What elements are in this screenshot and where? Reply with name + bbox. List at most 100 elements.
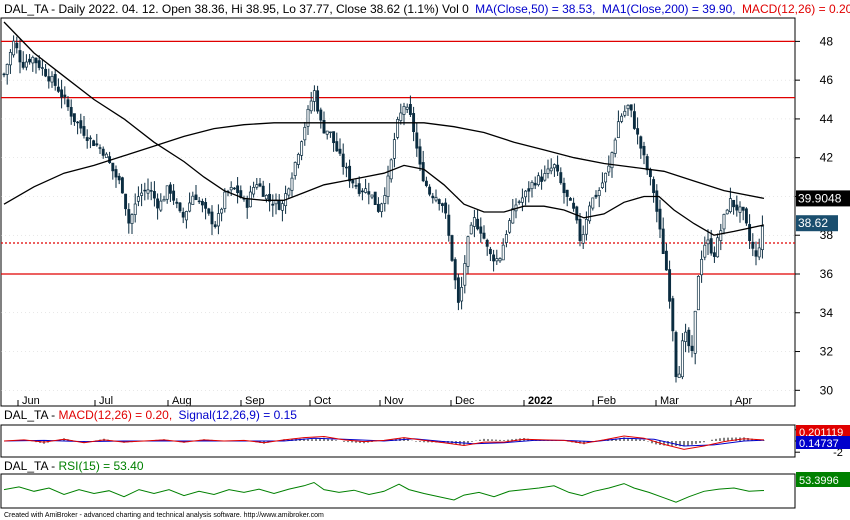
- ma200-value-badge-bg: [796, 190, 850, 207]
- x-tick-label: Jul: [99, 395, 113, 407]
- candle-body: [127, 209, 131, 224]
- candle-body: [719, 230, 723, 241]
- macd-header-label: MACD(12,26) = 0.20,: [742, 2, 850, 16]
- candle-body: [140, 192, 144, 196]
- candle-body: [2, 73, 6, 76]
- rsi-panel-border: [0, 473, 796, 509]
- candle-body: [584, 218, 588, 235]
- candle-body: [220, 208, 224, 214]
- candle-body: [399, 112, 403, 121]
- candle-body: [552, 164, 556, 169]
- candle-body: [389, 159, 393, 180]
- candle-body: [309, 100, 313, 112]
- rsi-value-badge-bg: [796, 472, 850, 487]
- candle-body: [578, 218, 582, 241]
- candle-body: [351, 179, 355, 184]
- candle-body: [626, 104, 630, 110]
- candle-body: [82, 126, 86, 136]
- candle-body: [460, 287, 464, 302]
- candle-body: [335, 141, 339, 152]
- x-tick-label: Jun: [22, 395, 40, 407]
- price-tick-label: 38: [820, 228, 834, 242]
- candle-body: [200, 200, 204, 206]
- candle-body: [735, 204, 739, 211]
- price-tick-label: 30: [820, 383, 834, 397]
- macd-header: DAL_TA - MACD(12,26) = 0.20, Signal(12,2…: [4, 408, 297, 422]
- candle-body: [15, 42, 19, 49]
- candle-body: [40, 67, 44, 69]
- candle-body: [245, 199, 249, 208]
- candle-body: [453, 259, 457, 281]
- ma50-label: MA(Close,50) = 38.53,: [475, 2, 595, 16]
- candle-body: [645, 156, 649, 171]
- candle-body: [124, 193, 128, 210]
- candle-body: [184, 211, 188, 221]
- candle-body: [252, 187, 256, 195]
- candle-body: [101, 148, 105, 156]
- price-tick-label: 32: [820, 345, 834, 359]
- candle-body: [687, 329, 691, 347]
- price-tick-label: 44: [820, 112, 834, 126]
- candle-body: [92, 140, 96, 147]
- candle-body: [344, 166, 348, 169]
- candle-body: [104, 153, 108, 158]
- candle-body: [492, 254, 496, 262]
- candle-body: [216, 213, 220, 227]
- candle-body: [517, 201, 521, 203]
- candle-body: [373, 191, 377, 206]
- candle-body: [165, 185, 169, 200]
- candle-body: [376, 203, 380, 212]
- rsi-header: DAL_TA - RSI(15) = 53.40: [4, 459, 144, 473]
- candle-body: [44, 68, 48, 77]
- candle-body: [418, 146, 422, 165]
- candle-body: [50, 76, 54, 83]
- x-tick-label: Sep: [245, 395, 265, 407]
- candle-body: [744, 208, 748, 224]
- candle-body: [530, 181, 534, 190]
- candle-body: [66, 99, 70, 108]
- candle-body: [444, 202, 448, 214]
- candle-body: [642, 145, 646, 156]
- candle-body: [450, 235, 454, 261]
- candle-body: [79, 120, 83, 129]
- candle-body: [364, 188, 368, 193]
- axis-labels-layer: 48464442403836343230JunJulAugSepOctNovDe…: [17, 34, 850, 487]
- signal-line: [3, 437, 765, 447]
- candle-body: [693, 310, 697, 354]
- candle-body: [565, 189, 569, 197]
- candle-body: [549, 167, 553, 172]
- candle-body: [716, 237, 720, 258]
- candle-body: [322, 120, 326, 134]
- candle-body: [636, 128, 640, 135]
- candle-body: [60, 89, 64, 98]
- candle-body: [405, 106, 409, 110]
- candle-body: [495, 258, 499, 262]
- candle-body: [306, 108, 310, 127]
- candle-body: [76, 121, 80, 124]
- candle-body: [37, 60, 41, 68]
- candle-body: [117, 175, 121, 181]
- price-tick-label: 42: [820, 151, 834, 165]
- candle-body: [664, 250, 668, 271]
- candle-body: [620, 115, 624, 122]
- candle-body: [194, 194, 198, 201]
- candle-body: [386, 175, 390, 197]
- symbol-info: DAL_TA - Daily 2022. 04. 12. Open 38.36,…: [4, 2, 469, 16]
- candle-body: [197, 200, 201, 203]
- candle-body: [408, 104, 412, 115]
- candle-body: [498, 258, 502, 262]
- candle-body: [204, 202, 208, 209]
- candle-body: [146, 189, 150, 194]
- candle-body: [501, 244, 505, 261]
- candle-body: [168, 184, 172, 194]
- candle-body: [328, 131, 332, 134]
- candle-body: [466, 236, 470, 267]
- rsi-label: RSI(15) = 53.40: [58, 459, 143, 473]
- macd-prefix: DAL_TA -: [4, 408, 58, 422]
- candle-body: [504, 234, 508, 243]
- candle-body: [568, 198, 572, 201]
- candle-body: [114, 169, 118, 178]
- candle-body: [437, 199, 441, 205]
